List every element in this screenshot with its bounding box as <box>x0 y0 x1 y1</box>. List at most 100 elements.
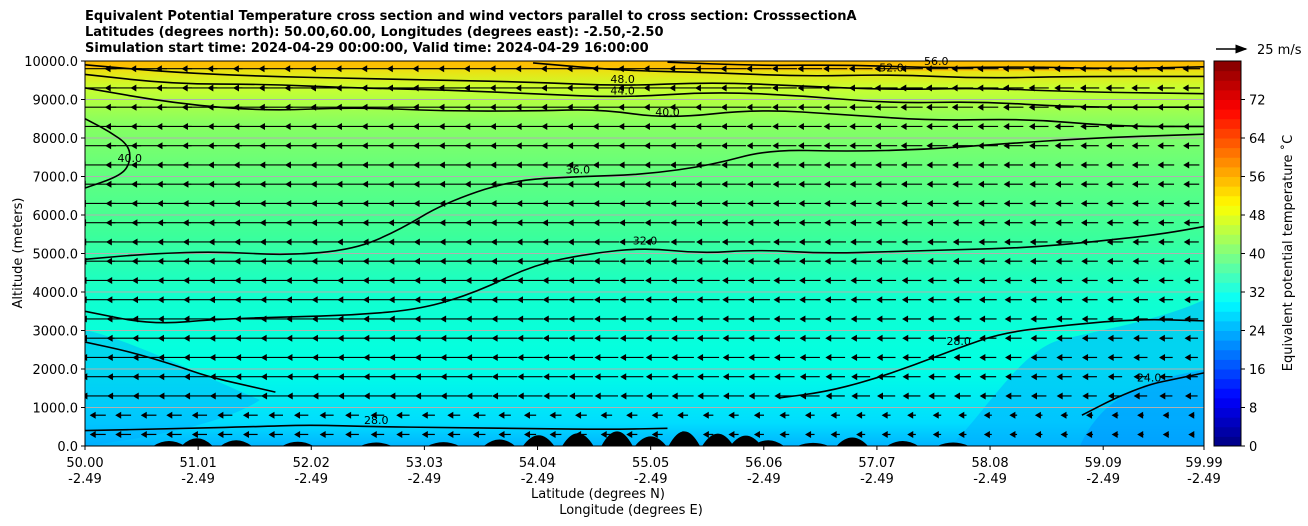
wind-vector-head <box>542 315 549 323</box>
contour-line <box>85 64 1204 95</box>
wind-vector-head <box>85 276 87 284</box>
wind-vector-head <box>542 219 549 227</box>
wind-vector-head <box>235 353 242 361</box>
wind-vector-head <box>260 296 267 304</box>
wind-vector-head <box>181 84 188 92</box>
wind-vector-head <box>825 373 832 381</box>
wind-vector-head <box>575 411 582 419</box>
wind-vector-head <box>345 411 352 419</box>
wind-vector-head <box>464 122 471 130</box>
wind-vector-head <box>671 353 678 361</box>
colorbar-tick-label: 32 <box>1249 286 1266 301</box>
wind-vector-head <box>902 392 909 400</box>
wind-vector-head <box>830 430 837 438</box>
wind-vector-head <box>363 315 370 323</box>
wind-vector-head <box>158 373 165 381</box>
wind-vector-head <box>1003 219 1010 227</box>
wind-vector-head <box>543 392 550 400</box>
colorbar-tick-label: 16 <box>1249 363 1266 378</box>
wind-vector-head <box>517 392 524 400</box>
wind-vector-head <box>438 142 445 150</box>
wind-vector-head <box>336 199 343 207</box>
wind-vector-head <box>440 315 447 323</box>
wind-vector-head <box>1003 180 1010 188</box>
wind-vector-head <box>728 411 735 419</box>
wind-vector-head <box>207 84 214 92</box>
wind-vector-head <box>516 257 523 265</box>
wind-vector-head <box>850 276 857 284</box>
colorbar-segment <box>1214 215 1241 226</box>
wind-vector-head <box>983 411 990 419</box>
y-tick-label: 5000.0 <box>33 248 79 263</box>
colorbar-segment <box>1214 292 1241 303</box>
wind-vector-head <box>515 122 522 130</box>
wind-vector-head <box>233 161 240 169</box>
wind-vector-head <box>951 122 958 130</box>
wind-vector-head <box>130 122 137 130</box>
wind-vector-head <box>1159 353 1166 361</box>
wind-vector-head <box>541 199 548 207</box>
contour-line <box>85 118 131 189</box>
wind-vector-head <box>1029 238 1036 246</box>
wind-vector-head <box>541 103 548 111</box>
wind-vector-head <box>954 392 961 400</box>
wind-vectors <box>85 65 1201 438</box>
wind-vector-head <box>850 315 857 323</box>
wind-vector-head <box>439 257 446 265</box>
wind-vector-head <box>132 392 139 400</box>
wind-vector-head <box>387 142 394 150</box>
plot-area <box>85 61 1204 446</box>
wind-vector-head <box>106 296 113 304</box>
y-tick-label: 1000.0 <box>33 402 79 417</box>
wind-vector-head <box>773 238 780 246</box>
wind-vector-head <box>927 276 934 284</box>
wind-vector-head <box>1030 315 1037 323</box>
wind-vector-head <box>490 257 497 265</box>
wind-vector-head <box>849 219 856 227</box>
x-tick-label-lat: 58.08 <box>971 456 1008 471</box>
wind-vector-head <box>953 296 960 304</box>
wind-vector-head <box>695 122 702 130</box>
x-tick-label-lon: -2.49 <box>973 472 1007 487</box>
wind-vector-head <box>1079 84 1086 92</box>
wind-vector-head <box>901 180 908 188</box>
wind-vector-head <box>388 296 395 304</box>
wind-vector-head <box>85 373 88 381</box>
wind-vector-head <box>439 276 446 284</box>
wind-vector-head <box>294 411 301 419</box>
cool-region-west <box>85 330 260 446</box>
wind-vector-head <box>387 122 394 130</box>
wind-vector-head <box>799 315 806 323</box>
wind-vector-head <box>413 161 420 169</box>
wind-vector-head <box>85 315 87 323</box>
wind-vector-head <box>1157 199 1164 207</box>
wind-vector-head <box>874 103 881 111</box>
colorbar-segment <box>1214 176 1241 187</box>
wind-vector-head <box>977 122 984 130</box>
wind-vector-head <box>85 392 88 400</box>
wind-vector-head <box>413 180 420 188</box>
wind-vector-head <box>900 161 907 169</box>
wind-vector-head <box>438 103 445 111</box>
wind-vector-head <box>722 334 729 342</box>
wind-vector-head <box>696 334 703 342</box>
wind-vector-head <box>1184 353 1191 361</box>
wind-vector-head <box>439 219 446 227</box>
colorbar-segment <box>1214 128 1241 139</box>
wind-vector-head <box>748 373 755 381</box>
wind-vector-head <box>747 219 754 227</box>
wind-vector-head <box>388 257 395 265</box>
wind-vector-head <box>748 392 755 400</box>
wind-vector-head <box>747 199 754 207</box>
wind-vector-head <box>1004 238 1011 246</box>
wind-vector-head <box>926 219 933 227</box>
wind-vector-head <box>594 392 601 400</box>
wind-vector-head <box>1029 180 1036 188</box>
wind-vector-head <box>370 430 377 438</box>
wind-vector-head <box>952 219 959 227</box>
wind-vector-head <box>1004 315 1011 323</box>
wind-vector-head <box>926 180 933 188</box>
wind-vector-head <box>645 334 652 342</box>
wind-vector-head <box>645 276 652 284</box>
wind-vector-head <box>983 430 990 438</box>
